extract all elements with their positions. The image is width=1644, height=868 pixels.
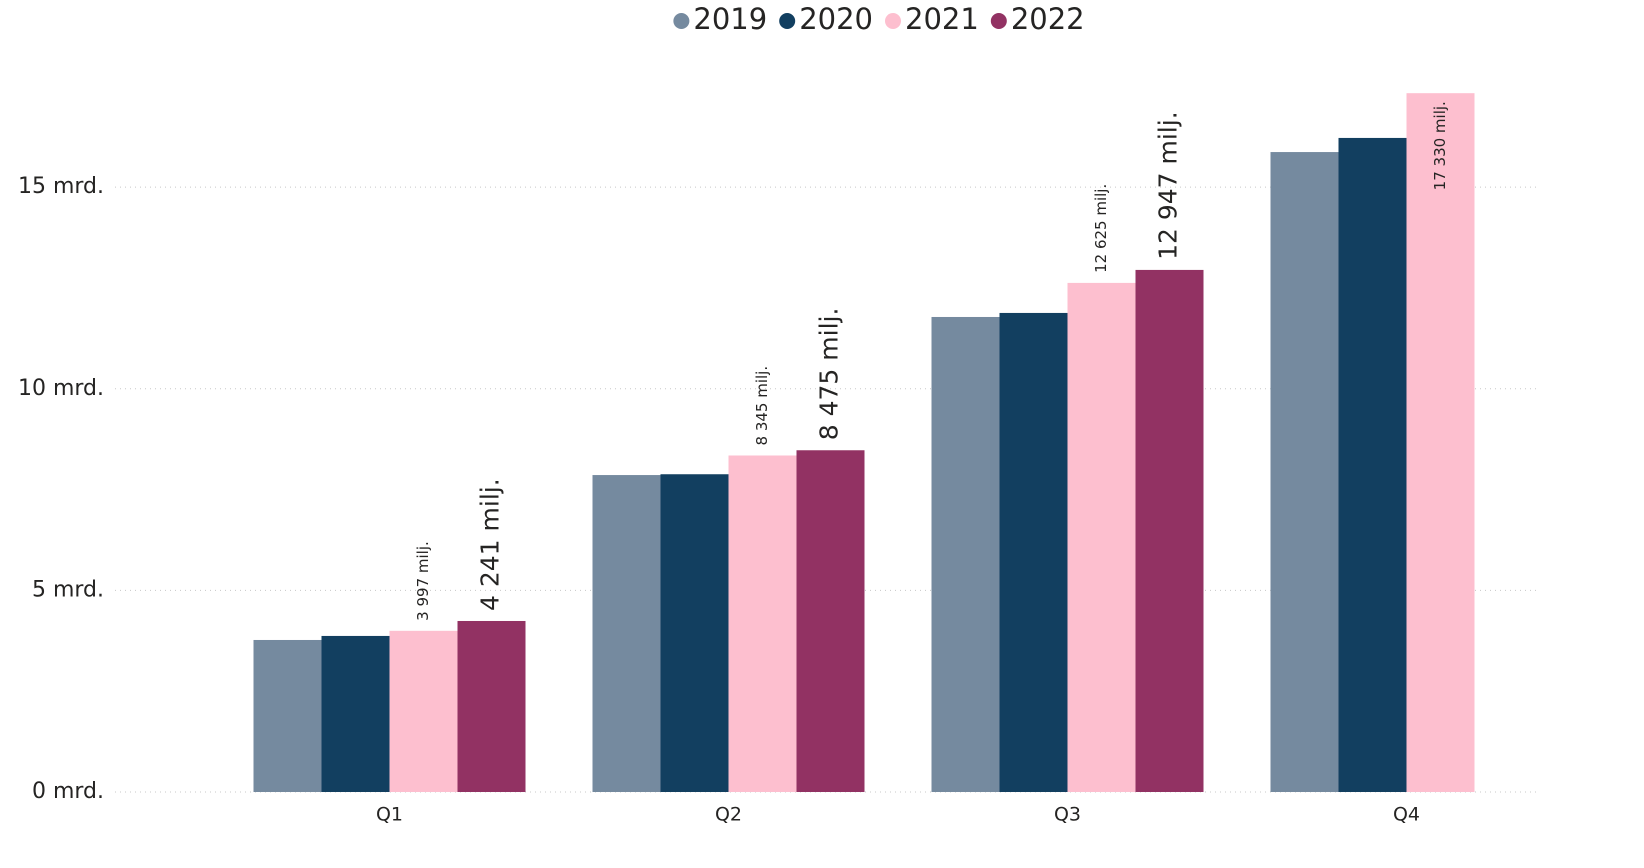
bar xyxy=(999,312,1068,792)
bar xyxy=(457,620,526,792)
bar xyxy=(728,455,797,792)
bar xyxy=(1270,152,1339,792)
bar xyxy=(931,316,1000,792)
data-label: 17 330 milj. xyxy=(1431,101,1449,190)
x-tick-label: Q4 xyxy=(1393,804,1420,826)
legend-label: 2020 xyxy=(799,2,873,36)
bar xyxy=(660,474,729,792)
bar xyxy=(389,630,458,792)
data-label: 3 997 milj. xyxy=(414,541,432,621)
legend-label: 2021 xyxy=(905,2,979,36)
bar xyxy=(253,639,322,792)
bar xyxy=(796,450,865,792)
bar xyxy=(321,635,390,792)
y-tick-label: 15 mrd. xyxy=(18,174,104,199)
legend-marker xyxy=(673,13,690,29)
x-tick-label: Q2 xyxy=(715,804,742,826)
legend-marker xyxy=(990,13,1007,29)
data-label: 8 345 milj. xyxy=(753,366,771,446)
bar xyxy=(592,475,661,792)
y-tick-label: 5 mrd. xyxy=(32,577,104,602)
data-label: 12 947 milj. xyxy=(1154,111,1183,260)
bar xyxy=(1067,282,1136,792)
legend-marker xyxy=(885,13,901,29)
data-label: 8 475 milj. xyxy=(815,308,844,441)
y-tick-label: 10 mrd. xyxy=(18,376,104,401)
bar xyxy=(1135,269,1204,792)
x-tick-label: Q3 xyxy=(1054,804,1081,826)
legend-label: 2022 xyxy=(1011,2,1085,36)
data-label: 4 241 milj. xyxy=(476,478,505,611)
y-tick-label: 0 mrd. xyxy=(32,779,104,804)
bar xyxy=(1406,93,1475,793)
x-tick-label: Q1 xyxy=(376,804,403,826)
data-label: 12 625 milj. xyxy=(1092,184,1110,273)
legend-marker xyxy=(779,13,796,29)
bar xyxy=(1338,137,1407,792)
legend-label: 2019 xyxy=(693,2,767,36)
